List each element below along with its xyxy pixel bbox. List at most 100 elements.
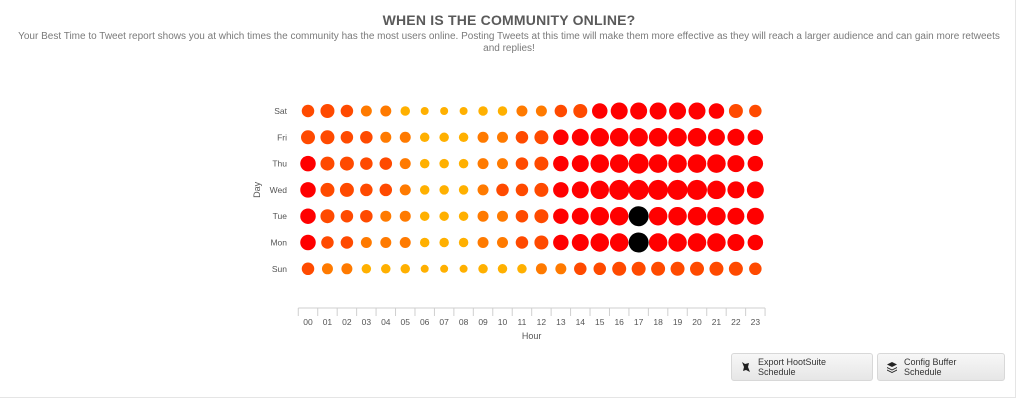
x-tick-label: 15 (595, 317, 605, 327)
punchcard-dot (400, 106, 410, 116)
punchcard-dot (399, 237, 411, 248)
punchcard-dot (592, 103, 608, 119)
punchcard-dot (340, 236, 354, 249)
punchcard-dot (571, 128, 589, 146)
y-tick-label: Wed (270, 185, 288, 195)
punchcard-dot (707, 154, 726, 173)
x-tick-label: 20 (692, 317, 702, 327)
punchcard-dot (535, 105, 547, 117)
y-axis-label: Day (252, 181, 262, 198)
punchcard-dot (458, 237, 469, 248)
export-hootsuite-button[interactable]: Export HootSuite Schedule (731, 353, 873, 381)
punchcard-dot (534, 209, 549, 224)
punchcard-dot (707, 128, 725, 146)
punchcard-dot (341, 263, 353, 275)
y-tick-label: Thu (272, 159, 287, 169)
punchcard-dot (688, 102, 706, 120)
punchcard-dot (727, 234, 745, 251)
punchcard-dot (668, 206, 687, 226)
punchcard-dot (553, 182, 569, 198)
punchcard-dot (301, 130, 315, 145)
punchcard-dot (439, 211, 449, 221)
punchcard-dot (321, 263, 333, 275)
x-tick-label: 00 (303, 317, 313, 327)
punchcard-dot (340, 104, 354, 118)
punchcard-dot (535, 263, 547, 275)
punchcard-dot (497, 264, 508, 274)
punchcard-dot (516, 105, 528, 117)
punchcard-dot (746, 181, 764, 199)
x-tick-label: 02 (342, 317, 352, 327)
punchcard-dot (380, 131, 392, 143)
punchcard-dot (571, 155, 589, 173)
x-tick-label: 07 (439, 317, 449, 327)
punchcard-dot (381, 264, 391, 274)
punchcard-dot (339, 182, 354, 197)
punchcard-dot (496, 183, 509, 197)
punchcard-dot (574, 262, 587, 276)
punchcard-dot (360, 105, 372, 117)
punchcard-dot (609, 179, 630, 200)
punchcard-dot (515, 183, 529, 197)
punchcard-dot-peak (628, 232, 649, 253)
punchcard-dot (459, 264, 468, 273)
punchcard-dot (553, 208, 569, 224)
punchcard-dot (555, 263, 567, 275)
x-tick-label: 12 (537, 317, 547, 327)
punchcard-dot (727, 155, 745, 173)
x-tick-label: 13 (556, 317, 566, 327)
punchcard-dot (727, 181, 745, 199)
punchcard-dot (320, 156, 335, 171)
subtitle-line-2: and replies! (483, 43, 535, 54)
punchcard-dot (709, 261, 724, 276)
punchcard-dot (399, 210, 411, 222)
punchcard-dot (419, 132, 430, 143)
punchcard-dot (749, 104, 762, 118)
x-tick-label: 16 (614, 317, 624, 327)
punchcard-dot (571, 207, 589, 225)
punchcard-dot (553, 129, 569, 146)
config-buffer-button[interactable]: Config Buffer Schedule (877, 353, 1005, 381)
punchcard-dot (727, 207, 745, 225)
punchcard-dot (534, 182, 549, 197)
punchcard-dot (571, 234, 589, 251)
punchcard-dot (361, 264, 372, 274)
page-title: WHEN IS THE COMMUNITY ONLINE? (382, 12, 636, 28)
y-tick-label: Mon (270, 238, 287, 248)
punchcard-dot (419, 185, 430, 195)
punchcard-dot (360, 183, 373, 197)
punchcard-dot (628, 153, 649, 174)
punchcard-dot (439, 237, 449, 248)
punchcard-dot (497, 131, 508, 143)
punchcard-dot (648, 154, 668, 173)
punchcard-dot (477, 210, 489, 222)
x-tick-label: 19 (673, 317, 683, 327)
punchcard-dot (687, 179, 707, 200)
punchcard-dot (687, 128, 707, 147)
punchcard-dot (497, 210, 508, 222)
punchcard-dot (534, 130, 549, 145)
x-tick-label: 08 (459, 317, 469, 327)
punchcard-dot (648, 233, 668, 252)
punchcard-dot (707, 180, 726, 200)
punchcard-dot (610, 102, 628, 120)
punchcard-dot (301, 262, 315, 276)
punchcard-dot (458, 158, 469, 169)
x-tick-label: 05 (401, 317, 411, 327)
y-tick-label: Sun (272, 264, 287, 274)
punchcard-dot (590, 233, 609, 252)
punchcard-dot (419, 237, 430, 248)
x-tick-label: 10 (498, 317, 508, 327)
punchcard-dot (380, 237, 392, 248)
punchcard-dot (707, 233, 726, 252)
punchcard-dot (515, 236, 529, 249)
x-tick-label: 06 (420, 317, 430, 327)
punchcard-dot (439, 158, 449, 169)
x-tick-label: 11 (518, 317, 527, 327)
punchcard-dot (320, 130, 335, 145)
punchcard-dot (478, 106, 488, 116)
y-tick-label: Fri (277, 132, 287, 142)
punchcard-dot (609, 128, 629, 147)
